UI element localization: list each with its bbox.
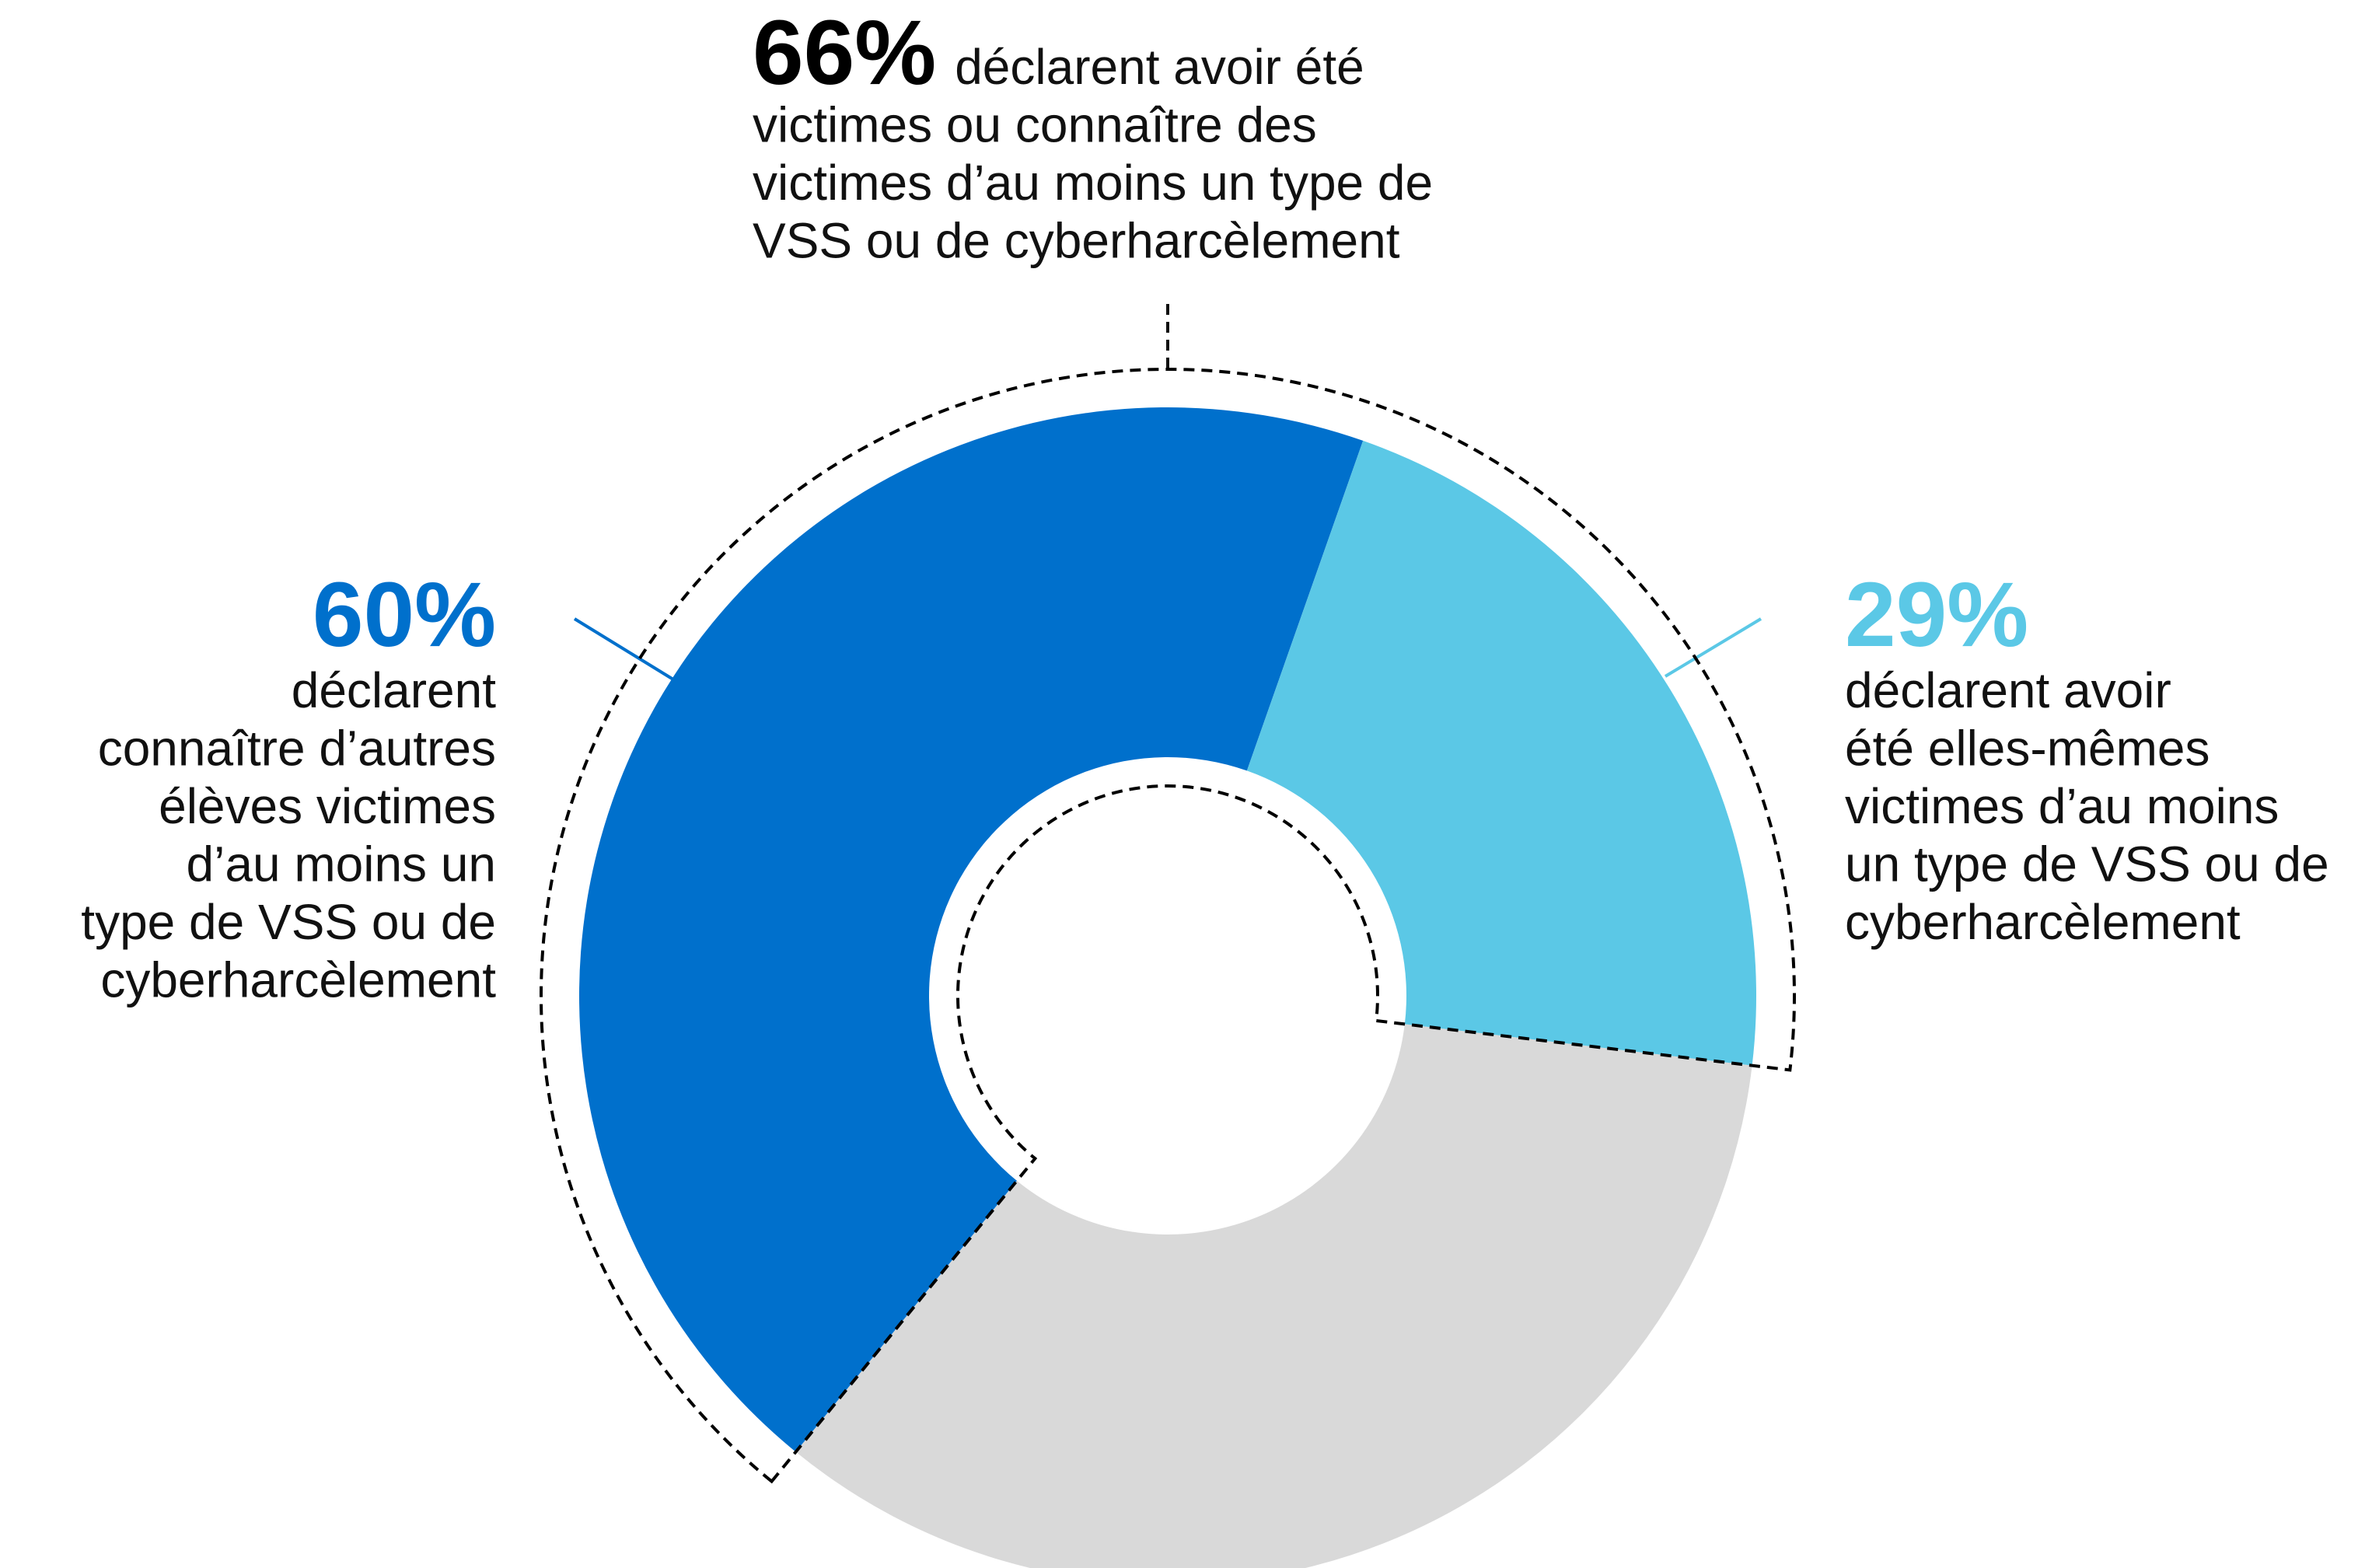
label-line: victimes d’au moins	[1845, 778, 2279, 834]
label-line: connaître d’autres	[98, 721, 496, 777]
label-line: d’au moins un	[187, 836, 496, 892]
percent-label: 66%	[753, 2, 936, 104]
label-line: déclarent avoir été	[955, 39, 1364, 95]
label-line: cyberharcèlement	[100, 952, 496, 1008]
label-line: un type de VSS ou de	[1845, 836, 2329, 892]
label-line: cyberharcèlement	[1845, 894, 2241, 950]
label-line: déclarent avoir	[1845, 662, 2171, 718]
label-line: déclarent	[292, 662, 497, 718]
leader-left	[573, 617, 675, 681]
rest-arc	[795, 1024, 1752, 1568]
arc	[1246, 440, 1756, 1066]
percent-label: 29%	[1845, 564, 2028, 666]
label-line: été elles-mêmes	[1845, 721, 2210, 777]
label-line: type de VSS ou de	[81, 894, 496, 950]
label-line: victimes d’au moins un type de	[753, 155, 1433, 211]
percent-label: 60%	[313, 564, 496, 666]
arc	[579, 407, 1364, 1452]
label-line: victimes ou connaître des	[753, 97, 1317, 153]
label-line: élèves victimes	[159, 778, 496, 834]
leader-right	[1664, 617, 1762, 678]
union-bracket	[540, 368, 1796, 1484]
label-line: VSS ou de cyberharcèlement	[753, 213, 1400, 269]
